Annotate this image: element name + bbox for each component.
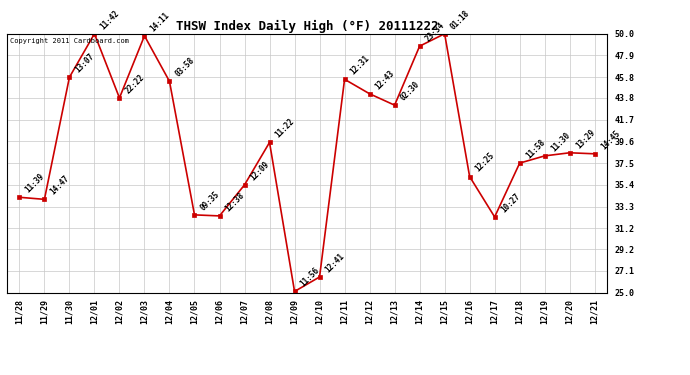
Text: 14:11: 14:11 xyxy=(148,10,171,33)
Text: 03:58: 03:58 xyxy=(174,56,197,79)
Text: 12:41: 12:41 xyxy=(324,252,346,274)
Text: 12:38: 12:38 xyxy=(224,190,246,213)
Text: 14:47: 14:47 xyxy=(48,174,71,196)
Text: 12:43: 12:43 xyxy=(374,68,397,91)
Text: 12:31: 12:31 xyxy=(348,54,371,76)
Text: 11:58: 11:58 xyxy=(524,138,546,160)
Text: 01:18: 01:18 xyxy=(448,8,471,31)
Text: 22:22: 22:22 xyxy=(124,72,146,95)
Text: 13:07: 13:07 xyxy=(74,52,97,75)
Text: 11:56: 11:56 xyxy=(299,266,322,289)
Text: 11:30: 11:30 xyxy=(549,130,571,153)
Text: Copyright 2011 Cardboard.com: Copyright 2011 Cardboard.com xyxy=(10,38,129,44)
Text: 10:27: 10:27 xyxy=(499,192,522,214)
Text: 02:30: 02:30 xyxy=(399,80,422,102)
Text: 14:45: 14:45 xyxy=(599,128,622,151)
Text: 09:35: 09:35 xyxy=(199,189,221,212)
Title: THSW Index Daily High (°F) 20111222: THSW Index Daily High (°F) 20111222 xyxy=(176,20,438,33)
Text: 12:09: 12:09 xyxy=(248,159,271,182)
Text: 11:42: 11:42 xyxy=(99,8,121,31)
Text: 13:29: 13:29 xyxy=(574,127,597,150)
Text: 11:39: 11:39 xyxy=(23,172,46,195)
Text: 11:22: 11:22 xyxy=(274,117,297,140)
Text: 23:34: 23:34 xyxy=(424,21,446,44)
Text: 12:25: 12:25 xyxy=(474,151,497,174)
